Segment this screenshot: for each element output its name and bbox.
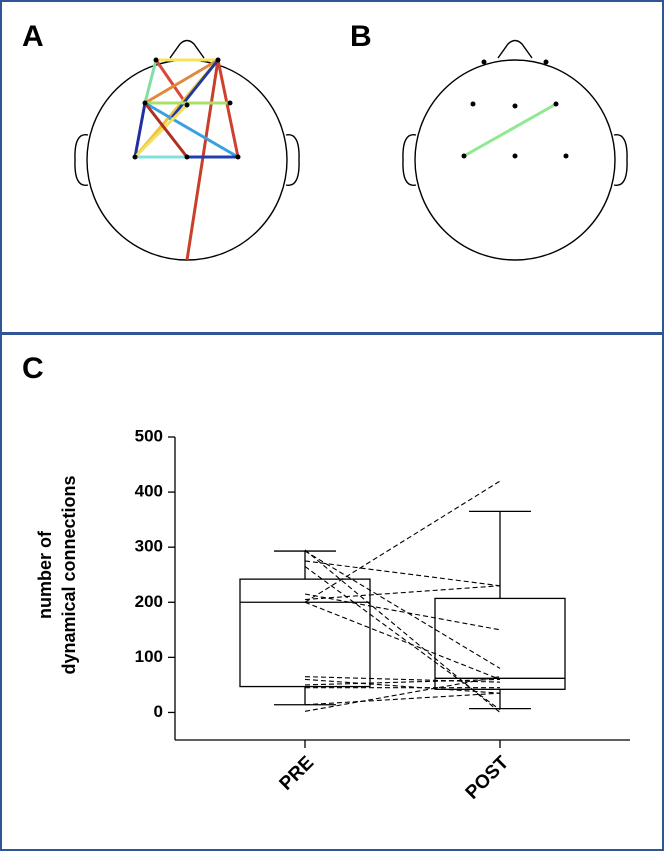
panel-label: C (22, 352, 44, 385)
panel-label: B (350, 20, 372, 53)
y-tick-label: 400 (135, 482, 163, 501)
panel-frame (0, 333, 664, 851)
paired-line (304, 480, 501, 603)
paired-line (304, 678, 501, 694)
y-tick-label: 500 (135, 426, 163, 445)
box (434, 597, 566, 690)
y-tick-label: 100 (135, 647, 163, 666)
box (239, 578, 371, 688)
x-tick-label: PRE (276, 752, 318, 794)
paired-line (304, 566, 501, 711)
y-tick-label: 300 (135, 537, 163, 556)
y-axis-label: dynamical connections (59, 475, 79, 674)
paired-line (304, 676, 501, 712)
paired-line (304, 585, 501, 601)
x-tick-label: POST (462, 752, 514, 804)
paired-line (304, 560, 501, 587)
paired-line (304, 678, 501, 686)
y-tick-label: 200 (135, 592, 163, 611)
box-chart: 0 100 200 300 400 500 PRE POST (135, 426, 630, 804)
paired-line (304, 601, 501, 680)
panel-label: A (22, 20, 44, 53)
paired-line (304, 550, 501, 669)
paired-line (304, 676, 501, 683)
head-a (74, 39, 300, 261)
y-axis-label: number of (35, 530, 55, 619)
paired-line (304, 593, 501, 631)
y-tick-label: 0 (154, 702, 163, 721)
head-b (402, 39, 628, 261)
paired-line (304, 692, 501, 706)
